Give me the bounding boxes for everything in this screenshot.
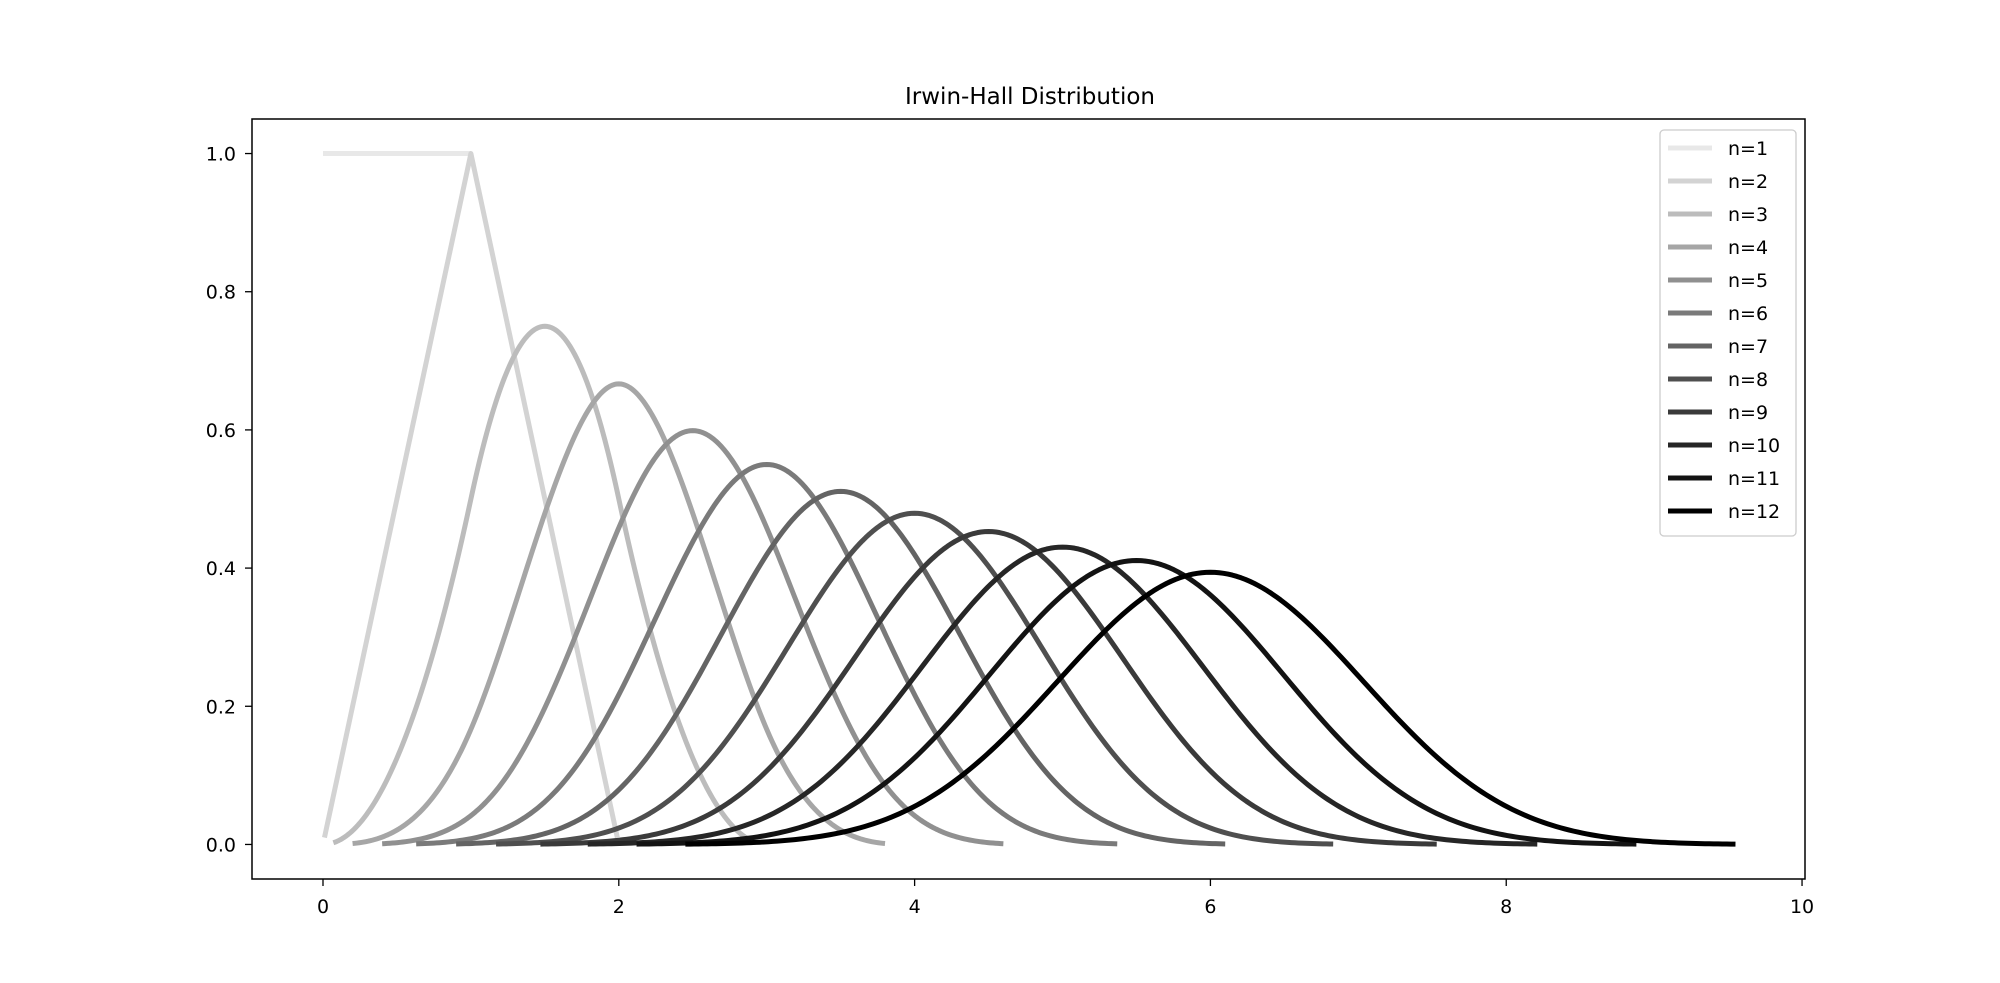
y-tick-label: 0.0 bbox=[206, 834, 236, 856]
y-tick-label: 0.8 bbox=[206, 282, 236, 304]
x-tick-label: 0 bbox=[317, 896, 329, 918]
legend-label: n=5 bbox=[1728, 270, 1768, 292]
y-tick-label: 0.6 bbox=[206, 420, 236, 442]
series-line-n3 bbox=[332, 323, 758, 846]
x-tick-label: 8 bbox=[1500, 896, 1512, 918]
series-line-n4 bbox=[352, 381, 886, 847]
legend-label: n=9 bbox=[1728, 402, 1768, 424]
legend-label: n=7 bbox=[1728, 336, 1768, 358]
series-line-n7 bbox=[456, 488, 1226, 847]
y-tick-label: 0.4 bbox=[206, 558, 236, 580]
legend-label: n=1 bbox=[1728, 138, 1768, 160]
y-axis: 0.0 0.2 0.4 0.6 0.8 1.0 bbox=[206, 144, 252, 856]
series-line-n11 bbox=[636, 558, 1637, 847]
x-tick-label: 10 bbox=[1790, 896, 1814, 918]
series-line-n6 bbox=[416, 461, 1118, 847]
x-tick-label: 4 bbox=[909, 896, 921, 918]
legend-label: n=3 bbox=[1728, 204, 1768, 226]
legend-label: n=4 bbox=[1728, 237, 1768, 259]
series-line-n9 bbox=[540, 529, 1437, 847]
x-axis: 0 2 4 6 8 10 bbox=[317, 879, 1814, 918]
legend-label: n=8 bbox=[1728, 369, 1768, 391]
x-tick-label: 2 bbox=[613, 896, 625, 918]
y-tick-label: 0.2 bbox=[206, 696, 236, 718]
legend-label: n=10 bbox=[1728, 435, 1780, 457]
series-layer bbox=[321, 151, 1736, 847]
legend-label: n=6 bbox=[1728, 303, 1768, 325]
series-line-n2 bbox=[322, 151, 620, 839]
legend-label: n=12 bbox=[1728, 501, 1780, 523]
legend-label: n=11 bbox=[1728, 468, 1780, 490]
series-line-n5 bbox=[382, 428, 1004, 847]
legend: n=1 n=2 n=3 n=4 n=5 n=6 n=7 n=8 n=9 n=10 n=11 n=12 bbox=[1659, 129, 1797, 537]
legend-label: n=2 bbox=[1728, 171, 1768, 193]
chart-title: Irwin-Hall Distribution bbox=[905, 84, 1155, 110]
x-tick-label: 6 bbox=[1204, 896, 1216, 918]
series-line-n8 bbox=[495, 510, 1334, 847]
plot-frame bbox=[251, 118, 1806, 880]
series-line-n12 bbox=[685, 569, 1736, 847]
y-tick-label: 1.0 bbox=[206, 144, 236, 166]
legend-box bbox=[1659, 129, 1797, 537]
series-line-n10 bbox=[587, 544, 1538, 847]
